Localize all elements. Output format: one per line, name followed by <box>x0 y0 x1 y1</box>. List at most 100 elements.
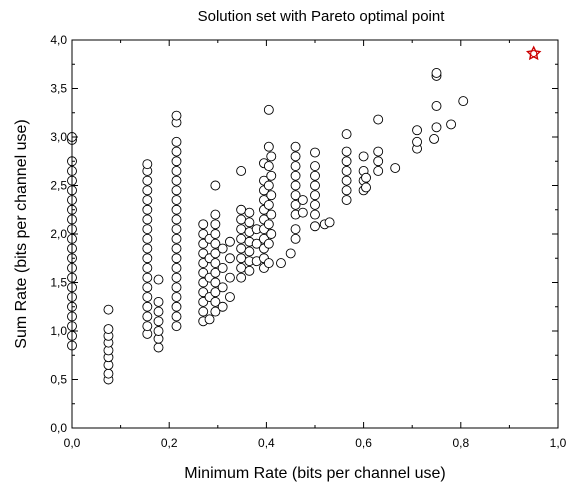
x-tick-label: 0,0 <box>64 436 81 450</box>
data-point <box>103 304 114 315</box>
data-point <box>310 147 320 158</box>
data-point <box>373 114 384 125</box>
data-point <box>310 161 320 172</box>
data-point <box>171 233 182 244</box>
plot-area <box>67 45 542 385</box>
data-point <box>236 263 247 273</box>
data-point <box>171 146 182 157</box>
data-point <box>276 258 286 269</box>
data-point <box>236 243 247 254</box>
data-point <box>341 195 352 206</box>
data-point <box>285 248 296 259</box>
data-point <box>210 180 221 191</box>
data-point <box>210 248 221 259</box>
data-point <box>263 238 274 249</box>
data-point <box>446 119 457 130</box>
y-tick-label: 2,5 <box>50 179 67 193</box>
data-point <box>204 314 215 325</box>
data-point <box>210 287 221 298</box>
data-point <box>263 180 274 191</box>
data-point <box>217 301 228 312</box>
data-point <box>210 238 221 249</box>
data-point <box>341 146 352 157</box>
data-point <box>431 68 442 78</box>
x-tick-label: 0,8 <box>452 436 469 450</box>
data-point <box>210 209 221 220</box>
data-point <box>103 324 114 335</box>
data-point <box>290 141 301 152</box>
data-point <box>142 214 153 225</box>
data-point <box>341 129 352 140</box>
data-point <box>429 133 440 144</box>
data-point <box>171 301 182 312</box>
data-point <box>217 243 228 254</box>
y-axis-label: Sum Rate (bits per channel use) <box>13 119 30 348</box>
x-tick-label: 0,6 <box>355 436 372 450</box>
data-point <box>297 195 308 206</box>
data-point <box>266 151 277 162</box>
data-point <box>142 301 153 312</box>
data-point <box>310 170 320 181</box>
data-point <box>290 161 301 172</box>
data-point <box>171 282 182 293</box>
data-point <box>210 296 221 307</box>
data-point <box>224 292 235 302</box>
data-point <box>171 110 182 121</box>
data-point <box>142 243 153 254</box>
data-point <box>236 214 247 225</box>
data-point <box>171 263 182 273</box>
data-point <box>142 263 153 273</box>
x-tick-label: 0,4 <box>258 436 275 450</box>
data-point <box>171 272 182 283</box>
data-point <box>153 274 164 285</box>
data-point <box>142 159 153 170</box>
data-point <box>251 238 262 249</box>
data-point <box>103 368 114 379</box>
data-point <box>217 263 228 273</box>
data-point <box>431 101 442 111</box>
data-point <box>236 272 247 283</box>
data-point <box>290 170 301 181</box>
y-tick-label: 3,5 <box>50 82 67 96</box>
y-tick-label: 1,0 <box>50 324 67 338</box>
data-point <box>263 141 274 152</box>
data-point <box>224 236 235 247</box>
data-point <box>341 165 352 176</box>
data-point <box>171 175 182 186</box>
data-point <box>373 165 384 176</box>
data-point <box>142 224 153 235</box>
data-point <box>412 125 423 136</box>
data-point <box>171 195 182 206</box>
data-point <box>210 306 221 317</box>
data-point <box>244 246 255 257</box>
data-point <box>210 277 221 288</box>
data-point <box>236 253 247 264</box>
data-point <box>290 199 301 210</box>
data-point <box>198 306 209 317</box>
data-point <box>324 217 335 228</box>
data-point <box>361 182 371 193</box>
data-point <box>236 233 247 244</box>
data-point <box>171 253 182 264</box>
data-point <box>263 258 274 269</box>
data-point <box>290 180 301 191</box>
data-point <box>198 219 209 230</box>
data-point <box>142 311 153 322</box>
data-point <box>266 190 277 201</box>
data-point <box>210 219 221 230</box>
data-point <box>341 156 352 167</box>
x-axis-label: Minimum Rate (bits per channel use) <box>184 465 445 482</box>
data-point <box>310 209 320 220</box>
data-point <box>153 316 164 327</box>
y-tick-label: 2,0 <box>50 227 67 241</box>
data-point <box>310 221 320 232</box>
data-point <box>310 180 320 191</box>
data-point <box>263 219 274 230</box>
data-point <box>236 224 247 235</box>
x-tick-label: 0,2 <box>161 436 178 450</box>
data-point <box>361 172 371 183</box>
data-point <box>142 233 153 244</box>
data-point <box>142 185 153 196</box>
y-tick-label: 4,0 <box>50 33 67 47</box>
data-point <box>290 190 301 201</box>
